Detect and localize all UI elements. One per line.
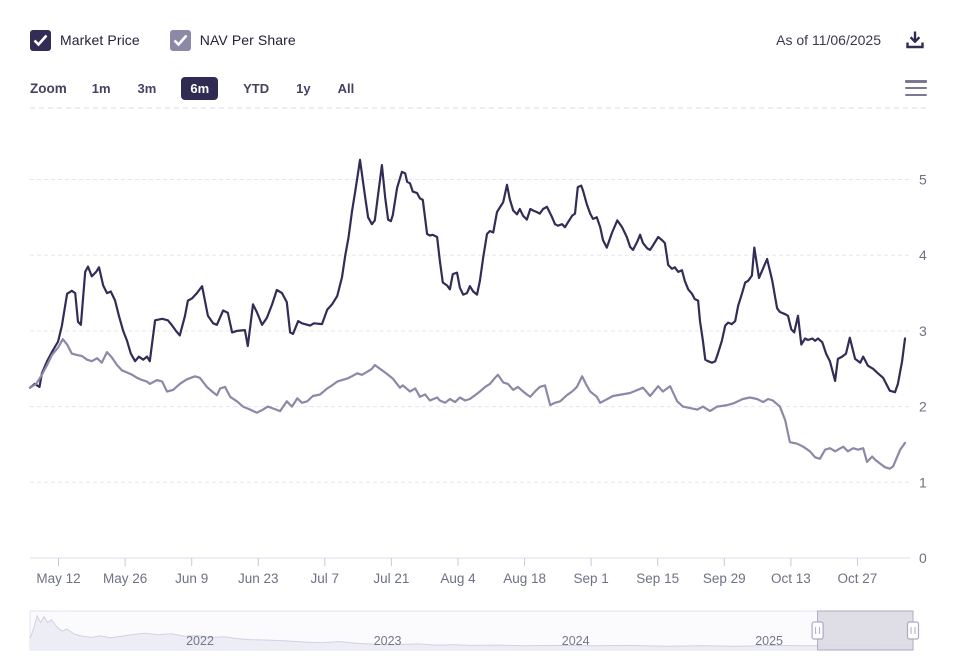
y-tick-label: 0 <box>919 550 927 566</box>
checkmark-icon <box>173 34 188 46</box>
navigator-year-label: 2023 <box>374 634 402 648</box>
y-tick-label: 5 <box>919 172 927 188</box>
chart-menu-button[interactable] <box>905 80 927 96</box>
x-tick-label: Sep 29 <box>703 571 746 586</box>
y-tick-label: 2 <box>919 399 927 415</box>
x-axis: May 12 May 26 Jun 9 Jun 23 Jul 7 Jul 21 Aug 4 A… <box>36 558 877 586</box>
download-icon <box>906 31 924 49</box>
range-button-all[interactable]: All <box>336 78 357 99</box>
navigator-selected-range[interactable] <box>817 610 914 651</box>
x-tick-label: May 26 <box>103 571 147 586</box>
x-tick-label: Jun 9 <box>175 571 208 586</box>
range-button-6m[interactable]: 6m <box>181 76 219 100</box>
x-tick-label: May 12 <box>36 571 80 586</box>
y-axis: 0 1 2 3 4 5 <box>30 172 927 566</box>
navigator-year-label: 2022 <box>186 634 214 648</box>
range-selector: Zoom 1m 3m 6m YTD 1y All <box>30 74 927 102</box>
navigator-area-line <box>29 614 914 647</box>
x-tick-label: Sep 15 <box>636 571 679 586</box>
legend-item-nav-per-share[interactable]: NAV Per Share <box>169 29 296 51</box>
x-tick-label: Jun 23 <box>238 571 279 586</box>
checkmark-icon <box>33 34 48 46</box>
x-tick-label: Oct 27 <box>838 571 878 586</box>
series-line-market-price <box>28 158 907 394</box>
x-tick-label: Jul 7 <box>311 571 340 586</box>
x-tick-label: Oct 13 <box>771 571 811 586</box>
range-button-1m[interactable]: 1m <box>90 78 113 99</box>
navigator-area-series <box>30 615 913 650</box>
legend-label-market-price: Market Price <box>60 32 140 48</box>
market-price-checkbox[interactable] <box>30 29 51 51</box>
navigator[interactable]: 2022 2023 2024 2025 <box>29 610 920 651</box>
x-tick-label: Jul 21 <box>373 571 409 586</box>
navigator-handle-left[interactable] <box>811 621 824 640</box>
series-line-nav-per-share <box>28 338 907 470</box>
as-of-date: As of 11/06/2025 <box>776 32 881 48</box>
asof-area: As of 11/06/2025 <box>776 28 927 52</box>
x-tick-label: Aug 4 <box>440 571 476 586</box>
navigator-year-label: 2024 <box>562 634 590 648</box>
x-tick-label: Aug 18 <box>503 571 546 586</box>
zoom-label: Zoom <box>30 80 67 96</box>
hamburger-menu-icon <box>905 80 927 83</box>
chart-legend: Market Price NAV Per Share <box>30 29 296 51</box>
y-tick-label: 4 <box>919 247 927 263</box>
download-button[interactable] <box>903 28 927 52</box>
legend-item-market-price[interactable]: Market Price <box>30 29 140 51</box>
navigator-handle-right[interactable] <box>906 621 920 640</box>
range-buttons: Zoom 1m 3m 6m YTD 1y All <box>30 76 357 100</box>
range-button-ytd[interactable]: YTD <box>241 78 271 99</box>
y-tick-label: 1 <box>919 474 927 490</box>
range-button-3m[interactable]: 3m <box>136 78 159 99</box>
legend-label-nav-per-share: NAV Per Share <box>199 32 296 48</box>
nav-per-share-checkbox[interactable] <box>169 29 191 51</box>
navigator-year-label: 2025 <box>755 634 783 648</box>
chart-header: Market Price NAV Per Share As of 11/06/2… <box>30 27 927 53</box>
y-tick-label: 3 <box>919 323 927 339</box>
x-tick-label: Sep 1 <box>573 571 608 586</box>
range-button-1y[interactable]: 1y <box>294 78 312 99</box>
